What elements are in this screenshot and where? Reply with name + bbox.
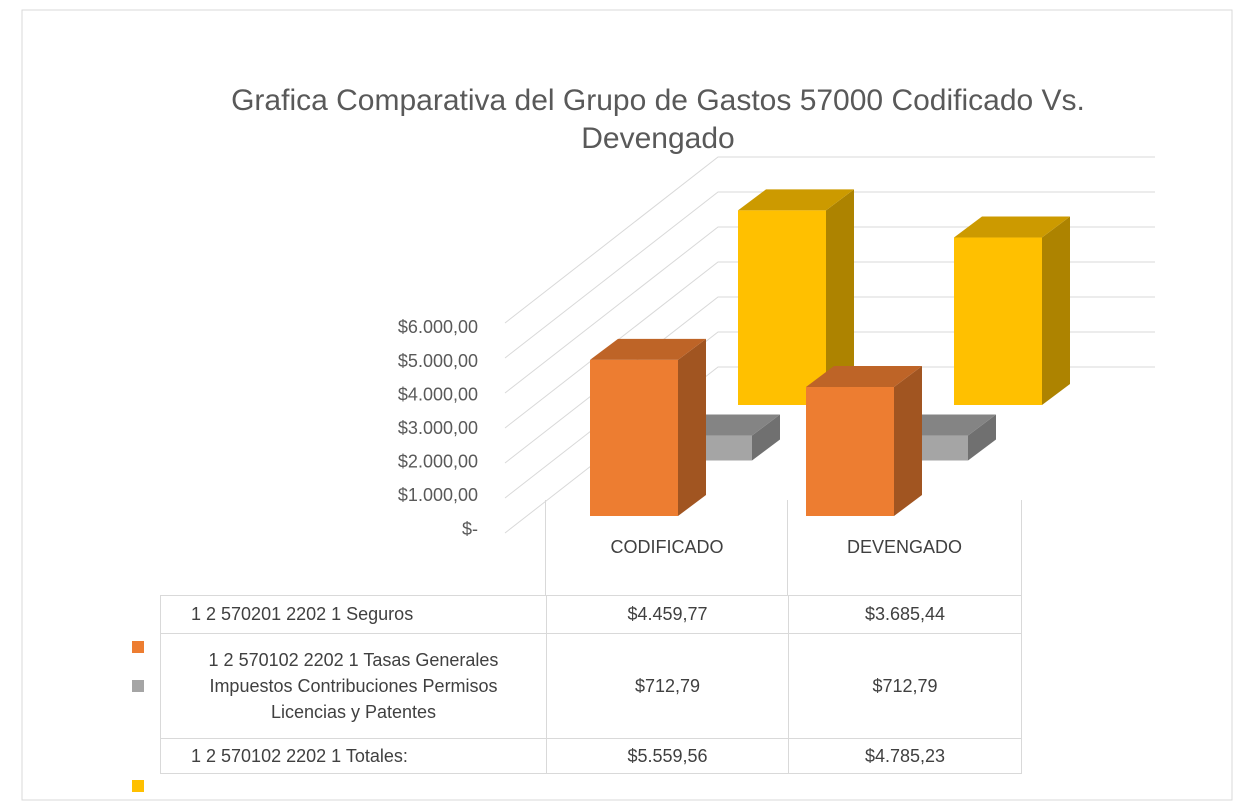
table-row: 1 2 570102 2202 1 Totales: $5.559,56 $4.78… [160, 738, 1022, 774]
bar [590, 338, 706, 516]
legend-label: 1 2 570102 2202 1 Totales: [191, 745, 408, 766]
chart-frame [21, 9, 1233, 801]
bar-top [954, 216, 1070, 238]
bar-front [590, 359, 678, 516]
value-label: $4.459,77 [546, 595, 789, 634]
bar [954, 216, 1070, 405]
bar-top [590, 338, 706, 360]
value-label: $5.559,56 [546, 738, 789, 774]
value-label: $4.785,23 [788, 738, 1022, 774]
y-tick-label: $6.000,00 [398, 317, 478, 337]
y-tick-label: $3.000,00 [398, 418, 478, 438]
data-table: 1 2 570201 2202 1 Seguros $4.459,77 $3.685… [160, 595, 1022, 774]
bar-front [806, 387, 894, 516]
legend-swatch [132, 641, 144, 653]
legend-swatch [132, 680, 144, 692]
value-label: $712,79 [546, 633, 789, 739]
bar-front [954, 237, 1042, 405]
category-header: CODIFICADO [545, 500, 788, 595]
table-row: 1 2 570201 2202 1 Seguros $4.459,77 $3.685… [160, 595, 1022, 634]
value-label: $712,79 [788, 633, 1022, 739]
category-header: DEVENGADO [787, 500, 1022, 595]
legend-label: 1 2 570201 2202 1 Seguros [191, 604, 414, 624]
bar-front [738, 210, 826, 405]
bar [738, 189, 854, 405]
y-tick-label: $- [462, 519, 478, 539]
legend-swatch [132, 780, 144, 792]
bar-side [894, 366, 922, 516]
bar-side [1042, 216, 1070, 405]
y-tick-label: $1.000,00 [398, 485, 478, 505]
bar [806, 366, 922, 516]
legend-label: 1 2 570102 2202 1 Tasas Generales Impues… [208, 650, 499, 722]
y-tick-label: $5.000,00 [398, 351, 478, 371]
series-name: 1 2 570102 2202 1 Tasas Generales Impues… [160, 633, 547, 739]
y-tick-label: $2.000,00 [398, 452, 478, 472]
table-row: 1 2 570102 2202 1 Tasas Generales Impues… [160, 633, 1022, 739]
bar-top [806, 366, 922, 388]
bar-side [826, 189, 854, 405]
y-tick-label: $4.000,00 [398, 384, 478, 404]
grid-line [504, 191, 1155, 359]
grid-line [504, 156, 1155, 324]
bar-side [752, 414, 780, 461]
value-label: $3.685,44 [788, 595, 1022, 634]
chart-title: Grafica Comparativa del Grupo de Gastos … [231, 84, 1085, 155]
bar-top [738, 189, 854, 211]
bar-side [678, 338, 706, 516]
bar-side [968, 414, 996, 461]
series-name: 1 2 570102 2202 1 Totales: [160, 738, 547, 774]
series-name: 1 2 570201 2202 1 Seguros [160, 595, 547, 634]
